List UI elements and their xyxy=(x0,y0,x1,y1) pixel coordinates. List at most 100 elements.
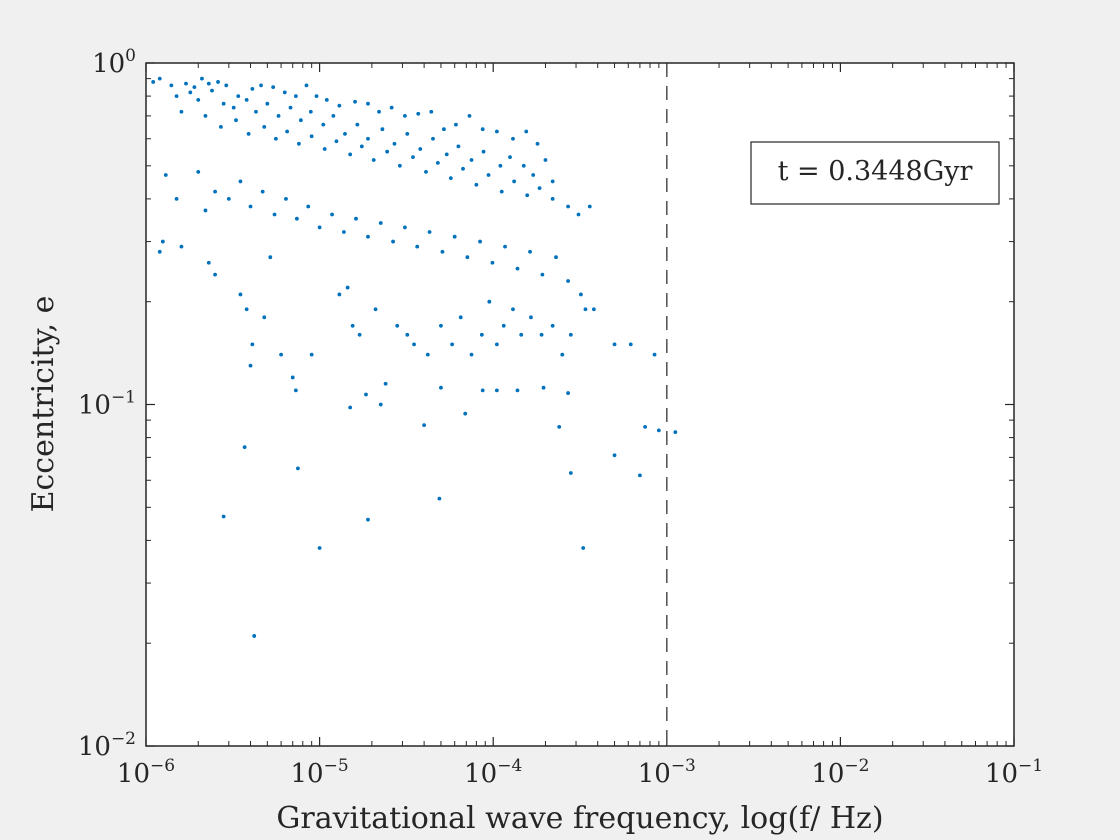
data-point xyxy=(188,90,193,95)
data-point xyxy=(157,76,162,81)
data-point xyxy=(383,381,388,386)
data-point xyxy=(244,97,249,102)
data-point xyxy=(487,299,492,304)
data-point xyxy=(540,272,545,277)
data-point xyxy=(293,388,298,393)
data-point xyxy=(290,375,295,380)
data-point xyxy=(350,323,355,328)
data-point xyxy=(591,307,596,312)
data-point xyxy=(461,166,465,171)
data-point xyxy=(203,208,208,213)
data-point xyxy=(501,323,506,328)
data-point xyxy=(425,352,430,357)
data-point xyxy=(308,109,313,114)
data-point xyxy=(343,131,347,136)
data-point xyxy=(276,113,281,118)
data-point xyxy=(238,179,243,184)
data-point xyxy=(259,83,263,88)
data-point xyxy=(439,385,443,390)
data-point xyxy=(576,212,581,217)
data-point xyxy=(366,136,370,141)
data-point xyxy=(366,101,370,106)
data-point xyxy=(353,99,357,104)
data-point xyxy=(246,131,251,136)
data-point xyxy=(151,80,156,84)
data-point xyxy=(296,466,300,471)
data-point xyxy=(359,144,364,149)
data-point xyxy=(160,239,165,244)
data-point xyxy=(405,332,410,337)
data-point xyxy=(221,514,226,519)
data-point xyxy=(431,136,435,141)
data-point xyxy=(405,131,410,136)
data-point xyxy=(638,473,642,478)
data-point xyxy=(486,173,491,177)
data-point xyxy=(418,147,423,151)
data-point xyxy=(250,86,255,91)
data-point xyxy=(322,147,327,151)
data-point xyxy=(285,129,290,134)
data-point xyxy=(224,83,229,88)
data-point xyxy=(463,411,468,416)
data-point xyxy=(324,97,329,102)
data-point xyxy=(568,332,573,337)
data-point xyxy=(309,134,314,139)
data-point xyxy=(454,122,458,127)
data-point xyxy=(341,230,346,234)
data-point xyxy=(293,94,298,98)
data-point xyxy=(348,152,353,157)
data-point xyxy=(371,158,376,162)
data-point xyxy=(581,546,586,550)
data-point xyxy=(543,158,548,162)
data-point xyxy=(541,385,546,390)
annotation-frame xyxy=(750,141,1000,205)
data-point xyxy=(480,127,485,132)
data-point xyxy=(392,141,397,146)
data-point xyxy=(385,149,390,154)
data-point xyxy=(415,244,420,249)
x-tick-label: 10−2 xyxy=(811,756,869,789)
data-point xyxy=(566,279,570,283)
data-point xyxy=(427,230,432,234)
data-point xyxy=(656,428,661,433)
data-point xyxy=(309,352,314,357)
x-tick-label: 10−6 xyxy=(117,756,175,789)
data-point xyxy=(525,193,530,198)
data-point xyxy=(411,155,415,160)
data-point xyxy=(554,255,558,260)
data-point xyxy=(218,124,223,129)
data-point xyxy=(192,85,197,90)
data-points xyxy=(151,76,678,638)
y-tick-label: 10−2 xyxy=(78,729,136,762)
data-point xyxy=(424,169,428,174)
data-point xyxy=(494,342,499,347)
data-point xyxy=(254,109,258,114)
data-point xyxy=(448,176,453,181)
data-point xyxy=(403,225,407,230)
data-point xyxy=(331,113,336,118)
data-point xyxy=(321,122,326,127)
data-point xyxy=(494,129,499,134)
data-point xyxy=(628,342,633,347)
data-point xyxy=(450,342,455,347)
data-point xyxy=(284,196,288,201)
data-point xyxy=(478,239,482,244)
y-tick-label: 10−1 xyxy=(78,388,136,421)
data-point xyxy=(317,225,322,230)
data-point xyxy=(566,391,570,395)
data-point xyxy=(412,342,416,347)
data-point xyxy=(272,212,277,217)
data-point xyxy=(248,204,253,209)
data-point xyxy=(373,307,378,312)
data-point xyxy=(643,424,648,429)
data-point xyxy=(511,136,515,141)
data-point xyxy=(560,352,565,357)
data-point xyxy=(395,323,400,328)
data-point xyxy=(539,332,544,337)
data-point xyxy=(317,546,322,550)
data-point xyxy=(389,105,394,110)
data-point xyxy=(200,76,204,81)
data-point xyxy=(535,141,540,146)
data-point xyxy=(587,204,592,209)
data-point xyxy=(226,196,231,201)
